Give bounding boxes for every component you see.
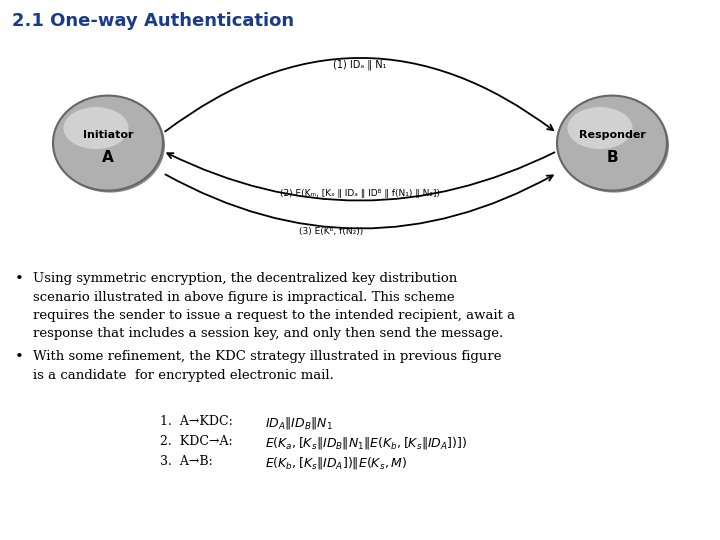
Text: 2.  KDC→A:: 2. KDC→A: bbox=[160, 435, 233, 448]
Ellipse shape bbox=[557, 96, 667, 191]
Text: (1) IDₐ ‖ N₁: (1) IDₐ ‖ N₁ bbox=[333, 60, 387, 70]
Text: $E(K_b, [K_s\| ID_A])\|E(K_s, M)$: $E(K_b, [K_s\| ID_A])\|E(K_s, M)$ bbox=[265, 455, 407, 471]
Text: Initiator: Initiator bbox=[83, 130, 133, 140]
Text: requires the sender to issue a request to the intended recipient, await a: requires the sender to issue a request t… bbox=[33, 309, 515, 322]
Text: A: A bbox=[102, 150, 114, 165]
Ellipse shape bbox=[63, 107, 128, 149]
Text: 3.  A→B:: 3. A→B: bbox=[160, 455, 212, 468]
Text: Using symmetric encryption, the decentralized key distribution: Using symmetric encryption, the decentra… bbox=[33, 272, 457, 285]
Ellipse shape bbox=[53, 96, 163, 191]
Ellipse shape bbox=[567, 107, 632, 149]
Text: response that includes a session key, and only then send the message.: response that includes a session key, an… bbox=[33, 327, 503, 341]
Ellipse shape bbox=[559, 98, 669, 193]
Text: Responder: Responder bbox=[579, 130, 645, 140]
Text: 2.1 One-way Authentication: 2.1 One-way Authentication bbox=[12, 12, 294, 30]
Text: (3) E(Kᵇ, f(N₂)): (3) E(Kᵇ, f(N₂)) bbox=[299, 227, 364, 235]
Text: •: • bbox=[15, 272, 24, 286]
Text: $ID_A\|ID_B\|N_1$: $ID_A\|ID_B\|N_1$ bbox=[265, 415, 333, 431]
Text: scenario illustrated in above figure is impractical. This scheme: scenario illustrated in above figure is … bbox=[33, 291, 454, 303]
Text: •: • bbox=[15, 350, 24, 364]
Text: 1.  A→KDC:: 1. A→KDC: bbox=[160, 415, 233, 428]
Text: With some refinement, the KDC strategy illustrated in previous figure: With some refinement, the KDC strategy i… bbox=[33, 350, 502, 363]
Ellipse shape bbox=[55, 98, 165, 193]
Text: B: B bbox=[606, 150, 618, 165]
Text: (2) E(Kₘ, [Kₛ ‖ IDₐ ‖ IDᴮ ‖ f(N₁) ‖ N₂]): (2) E(Kₘ, [Kₛ ‖ IDₐ ‖ IDᴮ ‖ f(N₁) ‖ N₂]) bbox=[280, 188, 440, 198]
Text: $E(K_a, [K_s\|ID_B\|N_1\|E(K_b, [K_s\|ID_A])])$: $E(K_a, [K_s\|ID_B\|N_1\|E(K_b, [K_s\|ID… bbox=[265, 435, 467, 451]
Text: is a candidate  for encrypted electronic mail.: is a candidate for encrypted electronic … bbox=[33, 368, 334, 381]
